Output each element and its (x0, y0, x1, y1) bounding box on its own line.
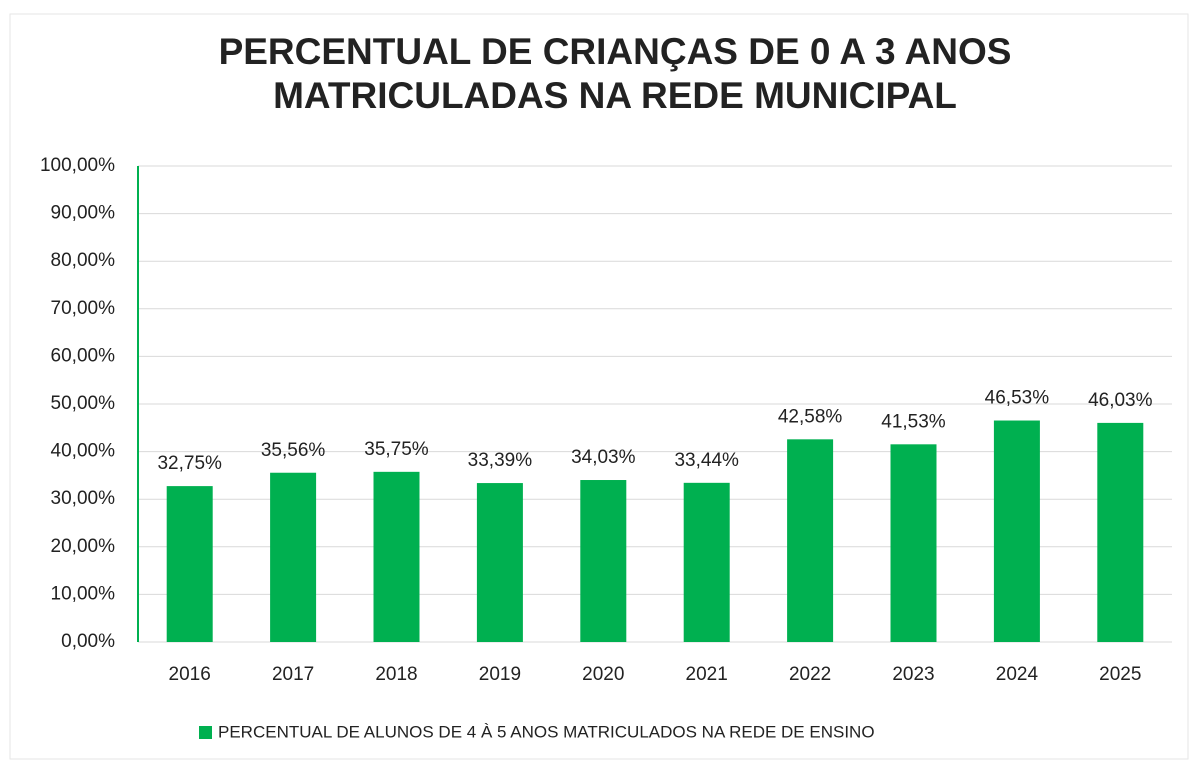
y-tick-label: 90,00% (51, 203, 116, 224)
y-tick-label: 20,00% (51, 536, 116, 557)
bar (787, 439, 834, 642)
data-label: 46,53% (985, 388, 1050, 409)
data-label: 33,44% (674, 450, 739, 471)
bar (580, 480, 627, 642)
y-tick-label: 30,00% (51, 488, 116, 509)
y-tick-label: 40,00% (51, 441, 116, 462)
chart-border (9, 13, 1189, 760)
legend-swatch (199, 726, 212, 739)
data-label: 41,53% (881, 411, 946, 432)
y-tick-label: 100,00% (40, 155, 115, 176)
x-tick-label: 2023 (892, 664, 934, 685)
bar (890, 444, 937, 642)
x-tick-label: 2024 (996, 664, 1039, 685)
x-tick-label: 2017 (272, 664, 314, 685)
data-label: 33,39% (468, 450, 533, 471)
data-label: 46,03% (1088, 390, 1153, 411)
data-label: 35,75% (364, 439, 429, 460)
x-tick-label: 2025 (1099, 664, 1141, 685)
bar (683, 482, 730, 642)
y-tick-label: 80,00% (51, 250, 116, 271)
bar (1097, 422, 1144, 642)
x-tick-label: 2021 (686, 664, 728, 685)
y-tick-label: 60,00% (51, 345, 116, 366)
x-tick-label: 2022 (789, 664, 831, 685)
data-label: 32,75% (157, 453, 222, 474)
y-tick-label: 70,00% (51, 298, 116, 319)
data-label: 34,03% (571, 447, 636, 468)
bar (993, 420, 1040, 642)
y-tick-label: 50,00% (51, 393, 116, 414)
x-tick-label: 2019 (479, 664, 521, 685)
data-label: 42,58% (778, 406, 843, 427)
x-tick-label: 2016 (169, 664, 211, 685)
bar (373, 471, 420, 642)
bar (476, 483, 523, 642)
chart-title: PERCENTUAL DE CRIANÇAS DE 0 A 3 ANOS MAT… (218, 31, 1012, 116)
x-tick-label: 2018 (375, 664, 417, 685)
data-label: 35,56% (261, 440, 326, 461)
x-tick-label: 2020 (582, 664, 624, 685)
legend-label: PERCENTUAL DE ALUNOS DE 4 À 5 ANOS MATRI… (218, 722, 875, 741)
bar (166, 486, 213, 642)
y-tick-label: 10,00% (51, 583, 116, 604)
bar (270, 472, 317, 642)
y-tick-label: 0,00% (61, 631, 115, 652)
